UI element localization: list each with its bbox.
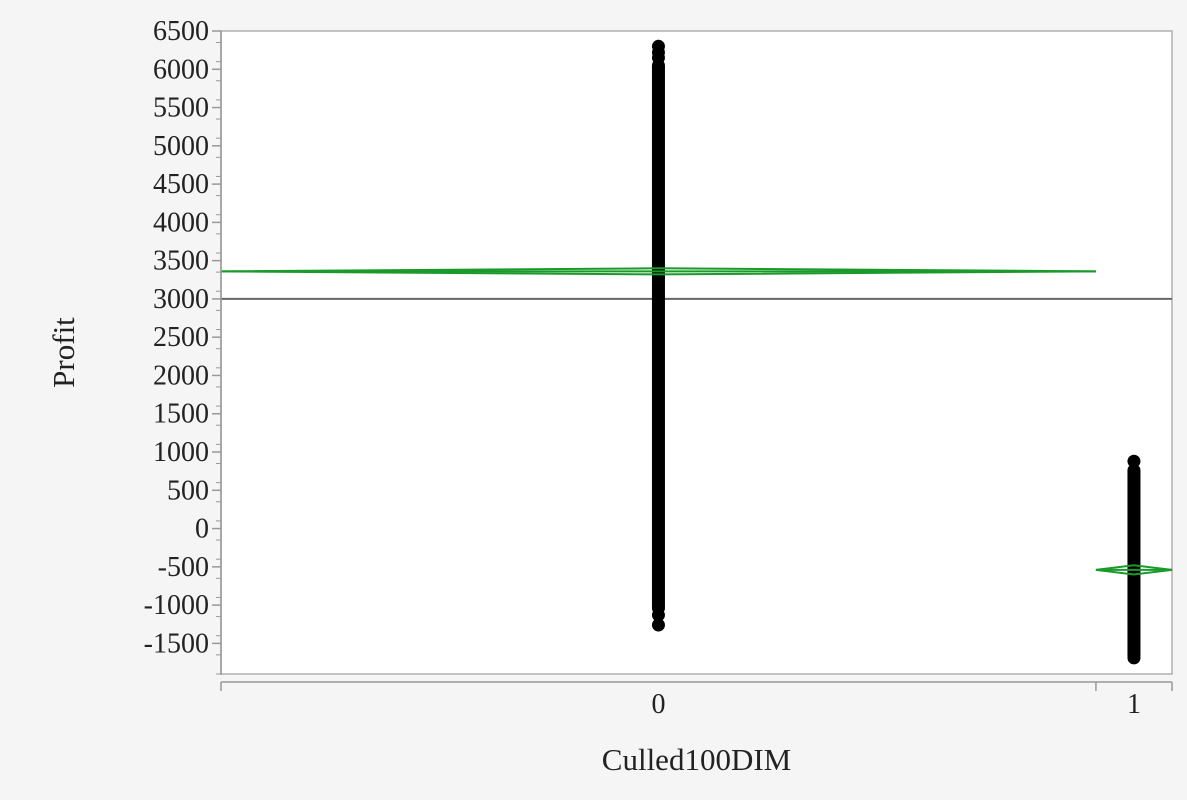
y-tick-label: 3500 bbox=[153, 246, 209, 277]
y-tick-label: 5000 bbox=[153, 131, 209, 162]
data-point bbox=[1127, 651, 1141, 665]
data-point bbox=[1127, 454, 1141, 468]
y-tick-label: 1000 bbox=[153, 437, 209, 468]
x-tick-label: 0 bbox=[651, 689, 665, 720]
y-tick-label: 2500 bbox=[153, 322, 209, 353]
data-point bbox=[651, 618, 665, 632]
y-tick-label: 500 bbox=[167, 475, 209, 506]
y-tick-label: -500 bbox=[158, 552, 209, 583]
y-tick-label: 5500 bbox=[153, 93, 209, 124]
x-axis-title: Culled100DIM bbox=[602, 742, 791, 777]
y-tick-label: -1000 bbox=[144, 590, 209, 621]
y-tick-label: -1500 bbox=[144, 628, 209, 659]
y-tick-label: 1500 bbox=[153, 399, 209, 430]
y-tick-label: 4500 bbox=[153, 169, 209, 200]
x-tick-label: 1 bbox=[1127, 689, 1141, 720]
data-point bbox=[651, 608, 665, 622]
y-tick-label: 3000 bbox=[153, 284, 209, 315]
y-tick-label: 0 bbox=[195, 514, 209, 545]
plot-area bbox=[220, 30, 1173, 675]
data-point bbox=[651, 51, 665, 65]
y-tick-label: 6000 bbox=[153, 54, 209, 85]
y-axis-title: Profit bbox=[46, 317, 81, 388]
y-tick-label: 2000 bbox=[153, 360, 209, 391]
y-tick-label: 6500 bbox=[153, 16, 209, 47]
y-tick-label: 4000 bbox=[153, 207, 209, 238]
